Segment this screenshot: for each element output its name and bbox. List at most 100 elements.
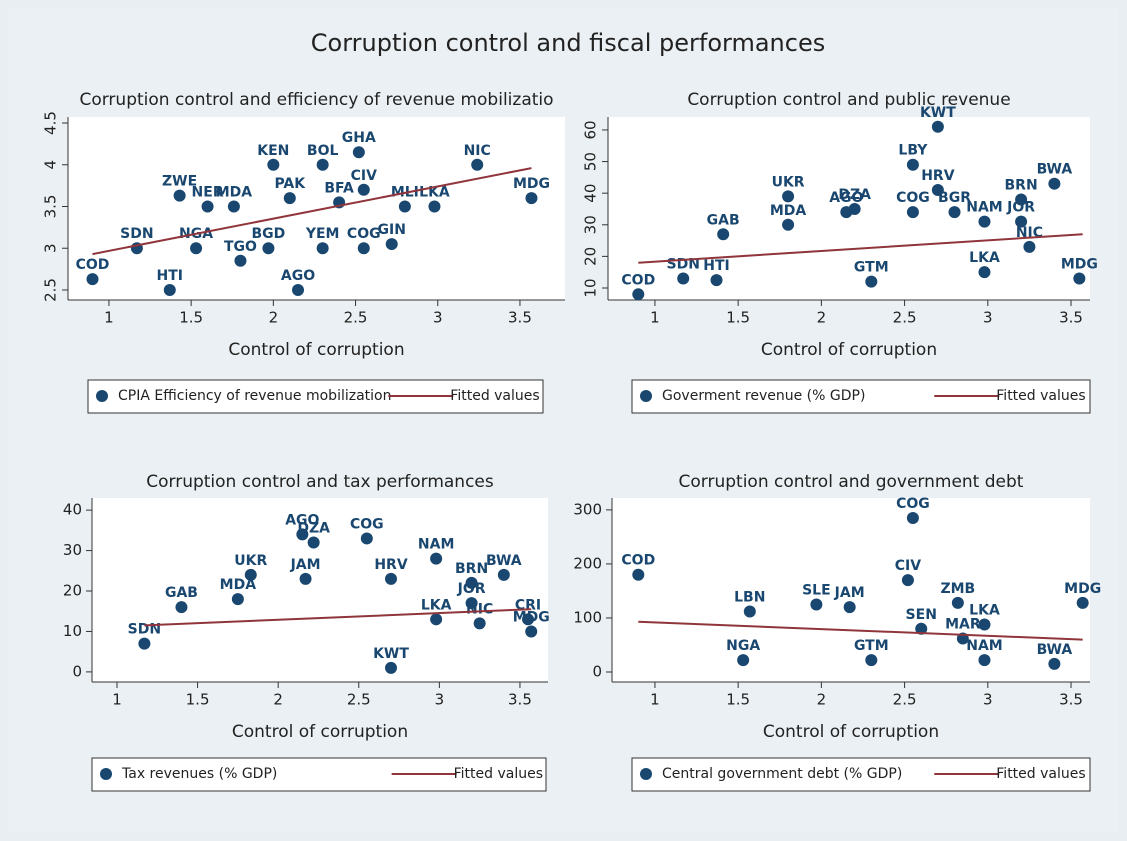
point — [906, 511, 919, 524]
point-label: BWA — [486, 553, 522, 569]
x-tick-label: 3 — [983, 691, 993, 709]
point-label: MDG — [1061, 257, 1098, 273]
point-label: JAM — [834, 585, 865, 601]
x-tick-label: 1 — [650, 309, 660, 327]
point — [231, 593, 244, 606]
point — [190, 242, 203, 255]
point — [931, 184, 944, 197]
point — [525, 192, 538, 205]
plot-area — [92, 498, 548, 682]
point-label: MDG — [1064, 581, 1101, 597]
point — [978, 654, 991, 667]
point — [296, 528, 309, 541]
point-label: NIC — [464, 143, 491, 159]
point-label: LKA — [969, 602, 1000, 618]
panel-title: Corruption control and tax performances — [146, 472, 494, 492]
plot-area — [612, 498, 1090, 682]
point — [201, 200, 214, 213]
legend-label: CPIA Efficiency of revenue mobilization — [118, 388, 391, 404]
x-tick-label: 2.5 — [347, 691, 371, 709]
point-label: BGD — [252, 226, 286, 242]
x-tick-label: 1.5 — [186, 691, 210, 709]
x-tick-label: 1.5 — [726, 309, 750, 327]
point-label: BRN — [1005, 177, 1038, 193]
x-tick-label: 3.5 — [1059, 309, 1083, 327]
point — [307, 536, 320, 549]
point-label: BGR — [938, 190, 971, 206]
y-tick-label: 60 — [582, 120, 600, 139]
point-label: ZWE — [162, 174, 197, 190]
y-tick-label: 0 — [72, 662, 82, 680]
point-label: CIV — [351, 168, 377, 184]
legend-box — [87, 379, 544, 414]
legend-label: Central government debt (% GDP) — [662, 766, 902, 782]
y-tick-label: 20 — [582, 247, 600, 266]
y-tick-label: 4.5 — [42, 111, 60, 135]
x-tick-label: 3.5 — [1059, 691, 1083, 709]
x-tick-label: 1 — [112, 691, 122, 709]
x-tick-label: 2 — [817, 309, 827, 327]
point-label: SLE — [802, 582, 831, 598]
point — [465, 597, 478, 610]
point — [316, 242, 329, 255]
point-label: COG — [896, 190, 930, 206]
point — [86, 273, 99, 286]
x-tick-label: 2.5 — [344, 309, 368, 327]
legend-marker — [640, 768, 652, 780]
x-axis-title: Control of corruption — [763, 722, 939, 742]
point-label: BWA — [1037, 642, 1073, 658]
fitted-line — [638, 620, 1083, 641]
y-tick-label: 50 — [582, 152, 600, 171]
point — [430, 613, 443, 626]
point-label: COG — [896, 496, 930, 512]
plot-area — [68, 117, 565, 300]
x-tick-label: 3 — [983, 309, 993, 327]
point-label: GAB — [165, 585, 198, 601]
point — [931, 120, 944, 133]
point — [234, 254, 247, 267]
x-tick-label: 2 — [817, 691, 827, 709]
point-label: BWA — [1037, 162, 1073, 178]
x-axis-title: Control of corruption — [761, 340, 937, 360]
point — [948, 206, 961, 219]
point-label: DZA — [297, 520, 330, 536]
x-tick-label: 2 — [273, 691, 283, 709]
legend-label: Fitted values — [454, 766, 543, 782]
point-label: JOR — [457, 581, 486, 597]
point — [163, 283, 176, 296]
point — [1015, 193, 1028, 206]
point-label: GTM — [854, 260, 889, 276]
point — [843, 601, 856, 614]
point — [951, 596, 964, 609]
point — [1073, 272, 1086, 285]
point-label: BFA — [324, 180, 354, 196]
point — [385, 572, 398, 585]
point-label: NGA — [726, 638, 760, 654]
point — [357, 242, 370, 255]
point — [173, 189, 186, 202]
x-tick-label: 3.5 — [508, 691, 532, 709]
legend-box — [631, 379, 1091, 414]
point — [471, 158, 484, 171]
point — [865, 275, 878, 288]
point-label: CIV — [895, 558, 921, 574]
point-label: LBN — [734, 589, 765, 605]
point-label: MDA — [770, 203, 807, 219]
point — [398, 200, 411, 213]
point — [782, 190, 795, 203]
point-label: ZMB — [940, 581, 975, 597]
x-tick-label: 3 — [435, 691, 445, 709]
y-tick-label: 3 — [42, 243, 60, 253]
legend-box — [91, 757, 547, 792]
point — [737, 654, 750, 667]
point — [717, 228, 730, 241]
point-label: AGO — [281, 268, 315, 284]
point-label: GHA — [342, 130, 376, 146]
point — [677, 272, 690, 285]
point — [465, 576, 478, 589]
point — [525, 625, 538, 638]
legend-marker — [100, 768, 112, 780]
point — [978, 266, 991, 279]
point — [244, 568, 257, 581]
